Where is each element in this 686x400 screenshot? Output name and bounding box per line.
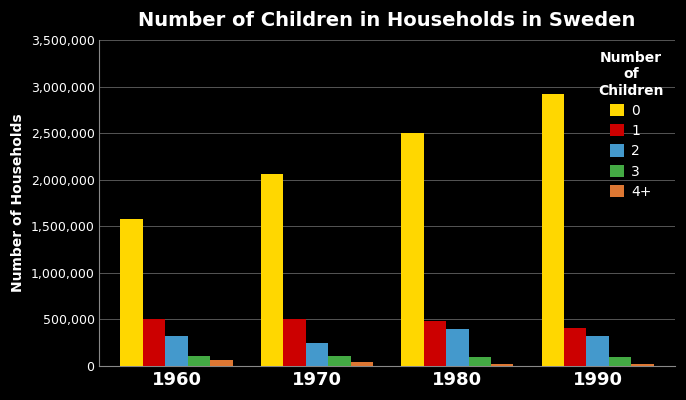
Bar	[143, 318, 165, 366]
Bar	[541, 94, 564, 366]
Title: Number of Children in Households in Sweden: Number of Children in Households in Swed…	[139, 11, 636, 30]
Bar	[211, 360, 233, 366]
Bar	[328, 356, 351, 366]
Bar	[188, 356, 211, 366]
Bar	[121, 219, 143, 366]
Bar	[609, 357, 631, 366]
Bar	[424, 321, 446, 366]
Bar	[306, 343, 328, 366]
Legend: 0, 1, 2, 3, 4+: 0, 1, 2, 3, 4+	[594, 47, 668, 203]
Bar	[564, 328, 587, 366]
Bar	[283, 320, 306, 366]
Bar	[631, 364, 654, 366]
Bar	[351, 362, 373, 366]
Bar	[587, 336, 609, 366]
Bar	[401, 133, 424, 366]
Y-axis label: Number of Households: Number of Households	[11, 114, 25, 292]
Bar	[469, 357, 491, 366]
Bar	[491, 364, 514, 366]
Bar	[165, 336, 188, 366]
Bar	[446, 329, 469, 366]
Bar	[261, 174, 283, 366]
